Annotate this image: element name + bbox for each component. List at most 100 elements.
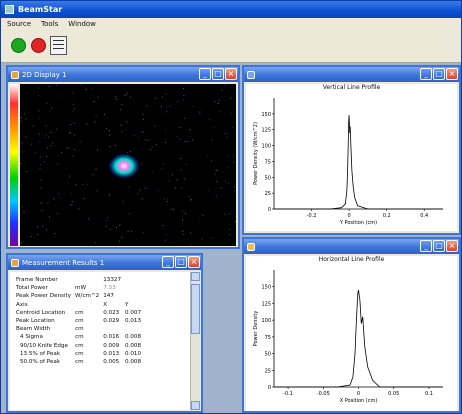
y-tick-label: 50 bbox=[265, 352, 271, 358]
layout-button[interactable] bbox=[50, 36, 67, 55]
stop-button[interactable] bbox=[31, 38, 46, 53]
y-tick-label: 0 bbox=[268, 207, 271, 213]
menu-window[interactable]: Window bbox=[68, 20, 96, 28]
noise-pixel bbox=[218, 111, 220, 113]
noise-pixel bbox=[230, 112, 232, 114]
minimize-button[interactable]: _ bbox=[420, 68, 432, 80]
minimize-button[interactable]: _ bbox=[199, 68, 211, 80]
minimize-button[interactable]: _ bbox=[162, 256, 174, 268]
menu-source[interactable]: Source bbox=[7, 20, 32, 28]
noise-pixel bbox=[184, 212, 186, 214]
noise-pixel bbox=[48, 216, 50, 218]
noise-pixel bbox=[20, 120, 22, 122]
x-tick-label: 0.4 bbox=[420, 213, 428, 219]
noise-pixel bbox=[152, 171, 154, 173]
noise-pixel bbox=[41, 225, 43, 227]
noise-pixel bbox=[126, 121, 128, 123]
scroll-thumb[interactable] bbox=[191, 284, 200, 334]
y-tick-label: 75 bbox=[265, 159, 271, 165]
result-unit: cm bbox=[75, 350, 84, 357]
toolbar bbox=[1, 30, 461, 63]
chart-icon bbox=[247, 70, 255, 79]
noise-pixel bbox=[30, 236, 32, 238]
horizontal-chart-title: Horizontal Line Profile bbox=[318, 256, 385, 263]
result-row: Peak Location cm 0.029 0.013 bbox=[10, 317, 143, 325]
noise-pixel bbox=[56, 212, 58, 214]
noise-pixel bbox=[172, 242, 174, 244]
close-button[interactable]: × bbox=[446, 68, 458, 80]
noise-pixel bbox=[147, 139, 149, 141]
noise-pixel bbox=[150, 149, 152, 151]
vertical-profile-chart[interactable]: 0 25 50 75 100 125 150 -0.2 0 0.2 0.4 Y Position (c… bbox=[246, 84, 457, 231]
noise-pixel bbox=[71, 201, 73, 202]
noise-pixel bbox=[134, 135, 135, 136]
result-x bbox=[101, 325, 123, 333]
menu-tools[interactable]: Tools bbox=[41, 20, 59, 28]
run-button[interactable] bbox=[11, 38, 26, 53]
y-tick-label: 125 bbox=[261, 128, 271, 134]
maximize-button[interactable]: □ bbox=[433, 240, 445, 252]
noise-pixel bbox=[21, 206, 23, 208]
noise-pixel bbox=[83, 198, 85, 200]
x-tick-label: 0 bbox=[357, 391, 360, 397]
noise-pixel bbox=[38, 110, 40, 112]
minimize-button[interactable]: _ bbox=[420, 240, 432, 252]
noise-pixel bbox=[40, 179, 42, 181]
noise-pixel bbox=[117, 98, 119, 100]
noise-pixel bbox=[190, 198, 192, 200]
result-x: 147 bbox=[103, 293, 114, 300]
result-y: 0.007 bbox=[125, 309, 142, 316]
result-x: 0.016 bbox=[103, 334, 120, 341]
noise-pixel bbox=[86, 183, 88, 185]
noise-pixel bbox=[57, 193, 59, 195]
noise-pixel bbox=[69, 175, 70, 177]
horizontal-profile-titlebar[interactable]: _ □ × bbox=[244, 239, 459, 254]
vertical-plot-area: Vertical Line Profile 0 25 50 75 100 125 150 -0… bbox=[246, 84, 457, 231]
noise-pixel bbox=[92, 174, 94, 176]
result-label: 50.0% of Peak bbox=[20, 358, 60, 365]
noise-pixel bbox=[201, 238, 203, 240]
noise-pixel bbox=[183, 88, 184, 89]
noise-pixel bbox=[182, 233, 184, 235]
noise-pixel bbox=[162, 163, 164, 165]
result-row: Axis X Y bbox=[10, 301, 143, 309]
x-tick-label: 0.2 bbox=[383, 213, 391, 219]
maximize-button[interactable]: □ bbox=[212, 68, 224, 80]
display-2d-titlebar[interactable]: 2D Display 1 _ □ × bbox=[8, 67, 238, 82]
noise-pixel bbox=[23, 211, 25, 213]
noise-pixel bbox=[211, 237, 213, 239]
noise-pixel bbox=[166, 201, 168, 202]
result-unit bbox=[73, 301, 101, 309]
noise-pixel bbox=[199, 111, 201, 113]
horizontal-profile-window: _ □ × Horizontal Line Profile 0 25 50 75 100… bbox=[242, 237, 461, 413]
noise-pixel bbox=[91, 88, 93, 90]
close-button[interactable]: × bbox=[225, 68, 237, 80]
results-titlebar[interactable]: Measurement Results 1 _ □ × bbox=[8, 255, 201, 270]
result-label: Axis bbox=[16, 301, 28, 308]
maximize-button[interactable]: □ bbox=[433, 68, 445, 80]
result-row: Total Power mW 7.33 bbox=[10, 284, 143, 292]
noise-pixel bbox=[37, 95, 39, 97]
beam-image bbox=[20, 84, 237, 246]
results-scrollbar[interactable] bbox=[190, 272, 200, 410]
noise-pixel bbox=[20, 242, 22, 244]
horizontal-profile-chart[interactable]: 0 25 50 75 100 125 150 -0.1 -0.05 0 0.05 0.1 X Posit… bbox=[246, 256, 457, 411]
noise-pixel bbox=[180, 169, 182, 171]
results-title: Measurement Results 1 bbox=[22, 258, 105, 267]
x-tick-label: -0.1 bbox=[283, 391, 293, 397]
noise-pixel bbox=[37, 87, 39, 89]
maximize-button[interactable]: □ bbox=[175, 256, 187, 268]
y-tick-label: 125 bbox=[261, 301, 271, 307]
beam-image-canvas[interactable] bbox=[20, 84, 237, 246]
result-x: 0.009 bbox=[103, 342, 120, 349]
scroll-down-button[interactable] bbox=[191, 401, 200, 410]
noise-pixel bbox=[142, 113, 144, 115]
close-button[interactable]: × bbox=[446, 240, 458, 252]
noise-pixel bbox=[234, 221, 236, 223]
results-table: Frame Number 13327 Total Power mW 7.33 Peak P… bbox=[10, 276, 143, 366]
scroll-up-button[interactable] bbox=[191, 272, 200, 281]
noise-pixel bbox=[127, 151, 129, 153]
noise-pixel bbox=[122, 201, 124, 203]
close-button[interactable]: × bbox=[188, 256, 200, 268]
vertical-profile-titlebar[interactable]: _ □ × bbox=[244, 67, 459, 82]
